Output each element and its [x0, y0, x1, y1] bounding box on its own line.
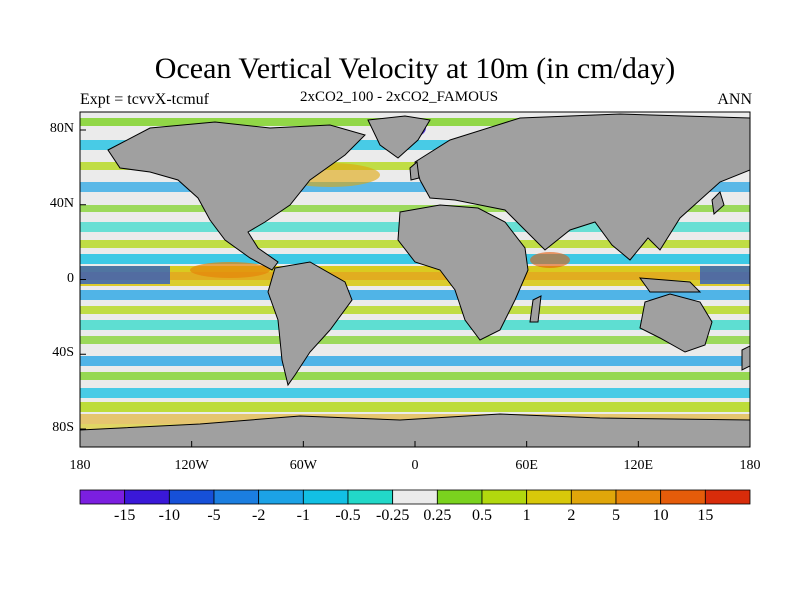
lon-tick-label: 0 [411, 458, 419, 473]
south-america [267, 261, 353, 387]
australia [639, 293, 713, 353]
lon-tick-label: 120E [623, 458, 654, 473]
colorbar-swatch [570, 489, 617, 505]
lat-tick-label: 0 [67, 270, 74, 286]
colorbar-label: 10 [652, 507, 669, 524]
uk [409, 161, 420, 181]
colorbar-label: 2 [567, 507, 576, 524]
new-zealand [741, 345, 750, 371]
japan [711, 191, 725, 215]
colorbar-label: 0.25 [423, 507, 452, 524]
colorbar-swatch [704, 489, 751, 505]
lon-tick-label: 60W [289, 458, 317, 473]
lat-tick-label: 80N [49, 121, 74, 136]
indonesia [638, 277, 702, 293]
colorbar-label: -0.5 [335, 507, 361, 524]
colorbar-label: -5 [207, 507, 221, 524]
madagascar [529, 295, 542, 323]
colorbar-label: -1 [296, 507, 310, 524]
colorbar-label: 5 [612, 507, 620, 524]
colorbar-label: -2 [251, 507, 266, 524]
eurasia [414, 113, 750, 261]
lat-tick-marks [80, 129, 86, 430]
colorbar-swatch [481, 489, 528, 505]
lat-tick-label: 40S [52, 345, 74, 361]
land-masses [80, 113, 750, 447]
colorbar-swatch [660, 489, 706, 505]
antarctica [80, 413, 750, 447]
africa [397, 204, 529, 341]
colorbar-label: 15 [697, 507, 714, 524]
greenland [367, 115, 431, 159]
experiment-label: Expt = tcvvX-tcmuf [80, 91, 209, 108]
colorbar-label: -15 [113, 507, 136, 524]
colorbar-swatch [79, 489, 126, 505]
colorbar-swatch [124, 489, 170, 505]
lon-tick-label: 120W [174, 458, 209, 473]
colorbar-swatch [436, 489, 483, 505]
colorbar-swatch [615, 489, 662, 505]
colorbar-swatch [258, 489, 304, 505]
colorbar-swatch [213, 489, 260, 505]
colorbar-swatch [526, 489, 572, 505]
page-title: Ocean Vertical Velocity at 10m (in cm/da… [154, 52, 676, 85]
colorbar-swatch [168, 489, 215, 505]
lon-tick-label: 60E [515, 458, 538, 473]
colorbar-swatch [302, 489, 349, 505]
lat-tick-label: 40N [49, 195, 74, 211]
lon-tick-label: 180 [69, 458, 91, 473]
colorbar-label: -10 [158, 507, 180, 524]
season-label: ANN [717, 91, 752, 108]
lon-tick-marks [79, 441, 751, 447]
lon-tick-label: 180 [739, 458, 761, 473]
comparison-label: 2xCO2_100 - 2xCO2_FAMOUS [300, 89, 499, 105]
colorbar-swatch [392, 489, 438, 505]
map-area [80, 112, 750, 447]
colorbar-label: 0.5 [472, 507, 492, 524]
colorbar-swatch [347, 489, 394, 505]
colorbar [79, 489, 751, 505]
north-america [107, 121, 366, 271]
lat-tick-label: 80S [52, 420, 74, 435]
colorbar-label: -0.25 [375, 507, 410, 524]
colorbar-label: 1 [522, 507, 531, 524]
